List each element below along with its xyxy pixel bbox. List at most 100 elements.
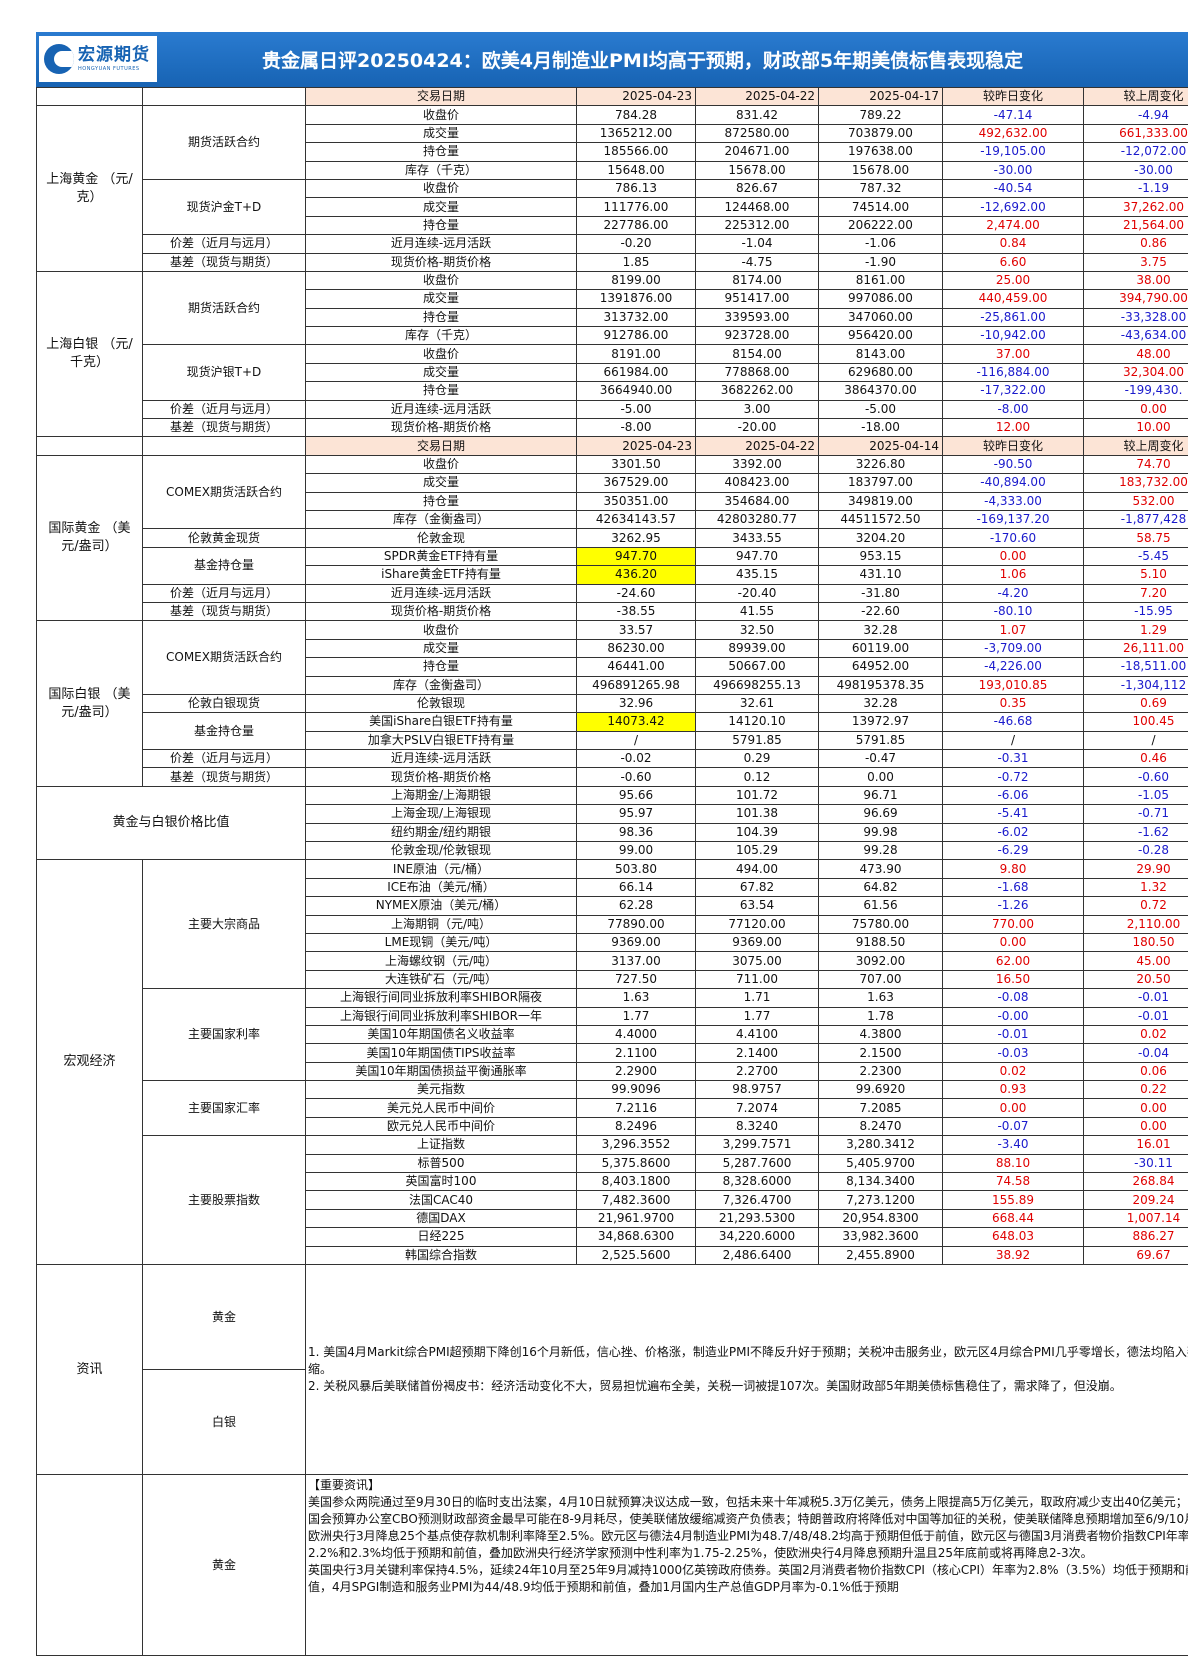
day-change-cell: 88.10 [942, 1153, 1084, 1174]
week-change-cell: -1.05 [1083, 785, 1188, 806]
group-label: 伦敦黄金现货 [142, 528, 306, 548]
value-cell: 8.2470 [818, 1116, 943, 1137]
day-change-cell: 193,010.85 [942, 675, 1084, 695]
day-change-cell: 12.00 [942, 418, 1084, 438]
value-cell: 1391876.00 [576, 289, 696, 309]
week-change-cell: -12,072.00 [1083, 142, 1188, 162]
value-cell: 2.2700 [695, 1061, 819, 1082]
week-change-cell: -0.01 [1083, 1006, 1188, 1026]
day-change-cell: -0.08 [942, 988, 1084, 1008]
week-change-cell: -0.71 [1083, 804, 1188, 824]
week-change-cell: 183,732.00 [1083, 473, 1188, 493]
value-cell: 3092.00 [818, 951, 943, 971]
day-change-cell: -169,137.20 [942, 509, 1084, 530]
week-change-cell: 209.24 [1083, 1190, 1188, 1210]
value-cell: -31.80 [818, 583, 943, 603]
day-change-cell: -46.68 [942, 712, 1084, 732]
value-cell: -22.60 [818, 601, 943, 622]
table-row: 基金持仓量 美国iShare白银ETF持有量 14073.42 14120.10 139… [37, 712, 1188, 751]
value-cell: 105.29 [695, 841, 819, 861]
column-header: 2025-04-23 [576, 436, 696, 456]
week-change-cell: 21,564.00 [1083, 215, 1188, 236]
week-change-cell: -33,328.00 [1083, 307, 1188, 328]
value-cell: 4.4000 [576, 1024, 696, 1045]
value-cell: 7.2116 [576, 1098, 696, 1118]
value-cell: 101.38 [695, 804, 819, 824]
row-label: 英国富时100 [305, 1172, 577, 1192]
week-change-cell: -0.04 [1083, 1043, 1188, 1063]
section-label: 上海黄金 （元/克） [36, 105, 143, 272]
week-change-cell: 2,110.00 [1083, 914, 1188, 934]
week-change-cell: -15.95 [1083, 601, 1188, 622]
value-cell: 494.00 [695, 859, 819, 879]
value-cell: 14120.10 [695, 712, 819, 732]
table-row: 韩国综合指数 2,525.5600 2,486.6400 2,455.8900 38.9… [37, 1245, 1188, 1266]
day-change-cell: 440,459.00 [942, 289, 1084, 309]
value-cell: 8199.00 [576, 270, 696, 291]
table-row: 英国富时100 8,403.1800 8,328.6000 8,134.3400 74.… [37, 1172, 1188, 1192]
value-cell: 1.77 [576, 1006, 696, 1026]
value-cell: 947.70 [695, 546, 819, 567]
value-cell: 951417.00 [695, 289, 819, 309]
row-label: 上海期金/上海期银 [305, 785, 577, 806]
value-cell: 872580.00 [695, 123, 819, 144]
week-change-cell: 180.50 [1083, 932, 1188, 953]
value-cell: 8154.00 [695, 344, 819, 364]
value-cell: 89939.00 [695, 638, 819, 659]
column-header: 2025-04-17 [818, 87, 943, 107]
value-cell: 778868.00 [695, 362, 819, 383]
day-change-cell: -1.68 [942, 877, 1084, 898]
table-row: 现货沪金T+D 收盘价 786.13 826.67 787.32 -40.54 -1.19 [37, 178, 1188, 236]
day-change-cell: 2,474.00 [942, 215, 1084, 236]
value-cell: 3075.00 [695, 951, 819, 971]
table-row: 持仓量 227786.00 225312.00 206222.00 2,474.00 21… [37, 215, 1188, 236]
table-row: 美国10年期国债名义收益率 4.4000 4.4100 4.3800 -0.01 0.02 [37, 1024, 1188, 1045]
row-label: 收盘价 [305, 454, 577, 475]
value-cell: 95.66 [576, 785, 696, 806]
week-change-cell: 32,304.00 [1083, 362, 1188, 383]
value-cell: -5.00 [576, 399, 696, 420]
day-change-cell: -0.72 [942, 767, 1084, 787]
row-label: 现货价格-期货价格 [305, 252, 577, 272]
table-row: 现货沪银T+D 收盘价 8191.00 8154.00 8143.00 37.00 48.0… [37, 344, 1188, 401]
week-change-cell: 69.67 [1083, 1245, 1188, 1266]
day-change-cell: 155.89 [942, 1190, 1084, 1210]
value-cell: -0.02 [576, 749, 696, 769]
day-change-cell: -0.03 [942, 1043, 1084, 1063]
week-change-cell: 5.10 [1083, 565, 1188, 585]
group-label: 基金持仓量 [142, 546, 306, 585]
value-cell: 32.61 [695, 693, 819, 714]
row-label: 美元兑人民币中间价 [305, 1098, 577, 1118]
value-cell: 32.28 [818, 693, 943, 714]
value-cell: 8,328.6000 [695, 1172, 819, 1192]
table-row: 库存（金衡盎司） 496891265.98 496698255.13 49819537… [37, 675, 1188, 695]
row-label: 持仓量 [305, 491, 577, 511]
value-cell: 61.56 [818, 896, 943, 916]
row-label: 成交量 [305, 638, 577, 659]
value-cell: 2.1100 [576, 1043, 696, 1063]
value-cell: 41.55 [695, 601, 819, 622]
column-header: 2025-04-22 [695, 87, 819, 107]
week-change-cell: 661,333.00 [1083, 123, 1188, 144]
week-change-cell: -4.94 [1083, 105, 1188, 125]
value-cell: 32.50 [695, 620, 819, 640]
day-change-cell: -17,322.00 [942, 381, 1084, 401]
row-label: 成交量 [305, 289, 577, 309]
row-label: 标普500 [305, 1153, 577, 1174]
blank-cell [142, 436, 306, 456]
value-cell: 64952.00 [818, 657, 943, 677]
week-change-cell: 0.72 [1083, 896, 1188, 916]
day-change-cell: -90.50 [942, 454, 1084, 475]
row-label: 现货价格-期货价格 [305, 418, 577, 438]
value-cell: 7,482.3600 [576, 1190, 696, 1210]
value-cell: 997086.00 [818, 289, 943, 309]
value-cell: 8,134.3400 [818, 1172, 943, 1192]
value-cell: 347060.00 [818, 307, 943, 328]
value-cell: 436.20 [576, 565, 696, 585]
value-cell: 1.85 [576, 252, 696, 272]
week-change-cell: 394,790.00 [1083, 289, 1188, 309]
value-cell: 96.69 [818, 804, 943, 824]
row-label: 收盘价 [305, 270, 577, 291]
value-cell: 15648.00 [576, 160, 696, 180]
row-label: 日经225 [305, 1227, 577, 1247]
